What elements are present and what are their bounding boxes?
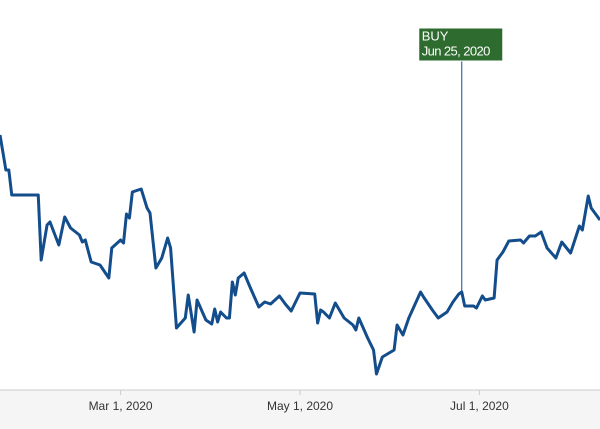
x-tick-label: Mar 1, 2020	[89, 399, 153, 413]
annotation-date: Jun 25, 2020	[422, 43, 490, 58]
price-line	[0, 134, 600, 376]
x-axis-band	[0, 390, 600, 429]
x-tick-label: Jul 1, 2020	[450, 399, 509, 413]
annotation-label: BUY	[422, 28, 449, 43]
annotation-box	[418, 27, 504, 62]
x-tick-label: May 1, 2020	[267, 399, 333, 413]
